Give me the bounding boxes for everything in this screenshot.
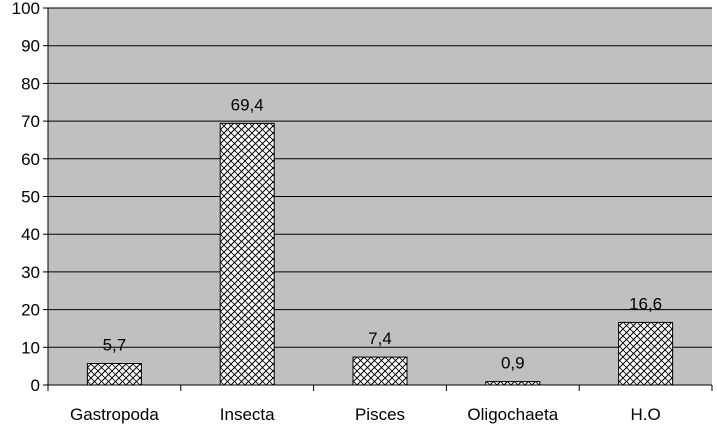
y-tick-label-80: 80 — [21, 74, 40, 93]
y-tick-label-40: 40 — [21, 225, 40, 244]
x-category-label-h-o: H.O — [630, 405, 660, 424]
y-tick-label-20: 20 — [21, 301, 40, 320]
y-tick-label-50: 50 — [21, 188, 40, 207]
bar-gastropoda — [86, 363, 142, 386]
category-labels: Gastropoda Insecta Pisces Oligochaeta H.O — [70, 405, 661, 424]
y-tick-label-0: 0 — [31, 376, 40, 395]
y-tick-label-10: 10 — [21, 338, 40, 357]
y-axis-ticks: 0 10 20 30 40 50 60 70 80 90 100 — [12, 0, 48, 395]
x-category-label-pisces: Pisces — [355, 405, 405, 424]
bars — [86, 122, 674, 386]
bar-h-o — [618, 321, 674, 386]
y-tick-label-60: 60 — [21, 150, 40, 169]
data-label-gastropoda: 5,7 — [103, 336, 127, 355]
bar-pisces — [352, 356, 408, 386]
y-tick-label-30: 30 — [21, 263, 40, 282]
data-label-pisces: 7,4 — [368, 329, 392, 348]
y-tick-label-100: 100 — [12, 0, 40, 18]
axes — [47, 8, 713, 391]
data-labels: 5,7 69,4 7,4 0,9 16,6 — [103, 95, 663, 372]
x-category-label-gastropoda: Gastropoda — [70, 405, 159, 424]
x-category-label-insecta: Insecta — [220, 405, 275, 424]
data-label-h-o: 16,6 — [629, 294, 662, 313]
y-tick-label-90: 90 — [21, 37, 40, 56]
bar-insecta — [219, 122, 275, 386]
bar-oligochaeta — [485, 381, 541, 386]
y-tick-label-70: 70 — [21, 112, 40, 131]
gridlines — [48, 7, 712, 386]
data-label-oligochaeta: 0,9 — [501, 354, 525, 373]
data-label-insecta: 69,4 — [231, 95, 264, 114]
x-category-label-oligochaeta: Oligochaeta — [467, 405, 558, 424]
